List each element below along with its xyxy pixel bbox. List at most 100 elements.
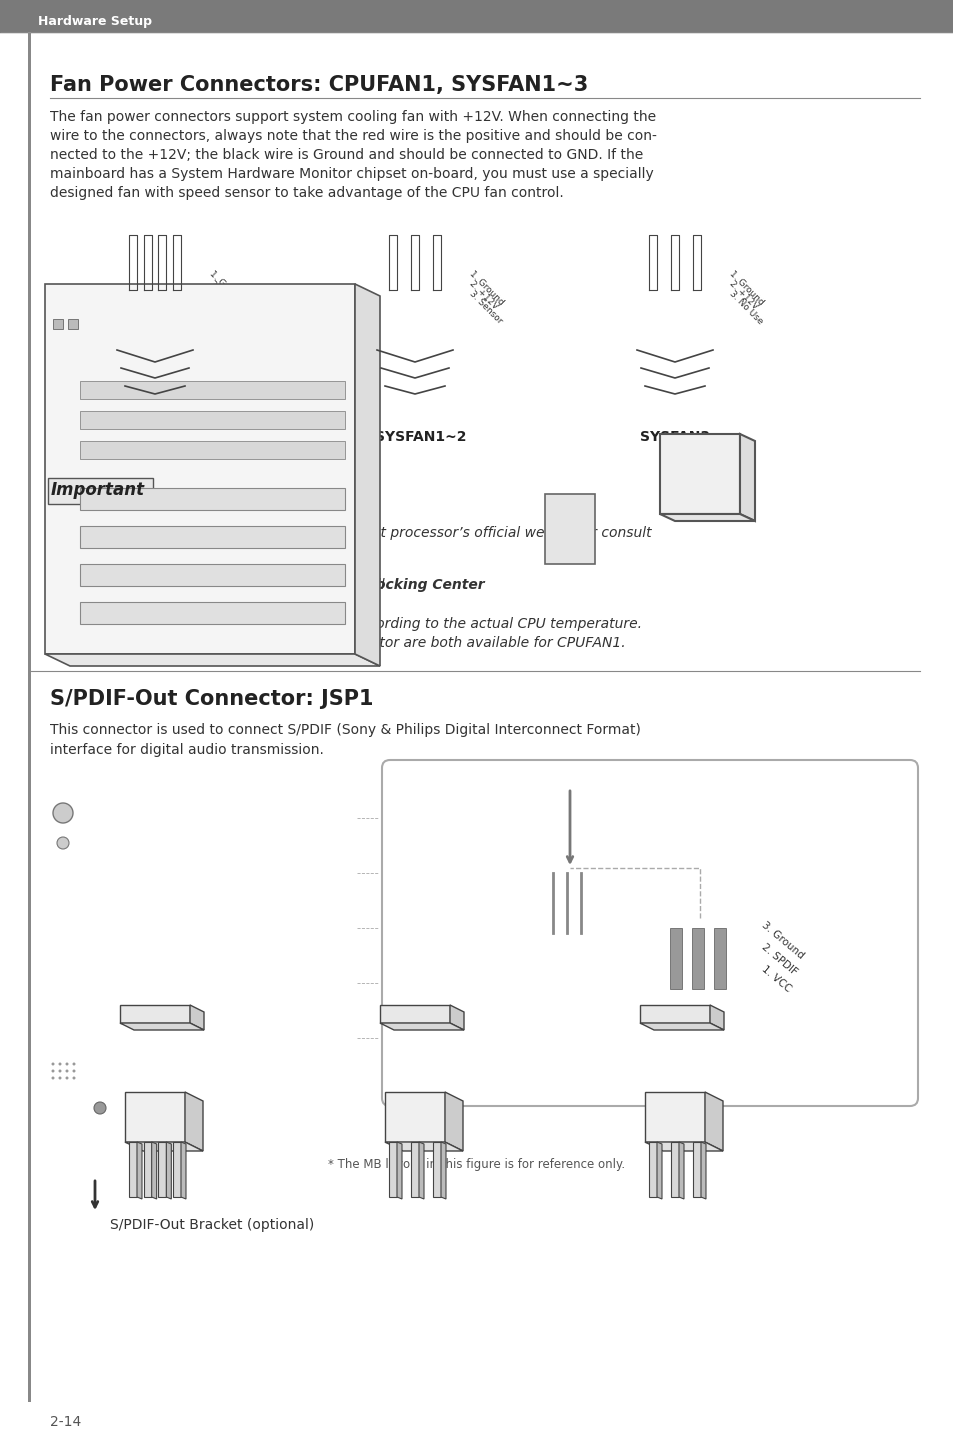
Text: S/PDIF-Out Bracket (optional): S/PDIF-Out Bracket (optional) [110, 1219, 314, 1232]
Text: Fan Power Connectors: CPUFAN1, SYSFAN1~3: Fan Power Connectors: CPUFAN1, SYSFAN1~3 [50, 74, 588, 95]
Circle shape [58, 1077, 61, 1080]
Text: Please refer to the recommended CPU fans at processor’s official website or cons: Please refer to the recommended CPU fans… [68, 526, 651, 560]
Polygon shape [80, 526, 345, 548]
Text: S/PDIF-Out Connector: JSP1: S/PDIF-Out Connector: JSP1 [50, 689, 374, 709]
Polygon shape [355, 284, 379, 666]
Circle shape [66, 1070, 69, 1073]
Text: CPUFAN1: CPUFAN1 [120, 430, 192, 444]
Text: 2. +12V: 2. +12V [727, 279, 760, 311]
Polygon shape [137, 1141, 142, 1199]
Text: 1. Ground: 1. Ground [468, 269, 505, 306]
Text: •: • [50, 526, 59, 541]
Circle shape [51, 1063, 54, 1065]
Polygon shape [700, 1141, 705, 1199]
Polygon shape [68, 319, 78, 329]
Polygon shape [120, 1005, 190, 1022]
Bar [691, 928, 703, 990]
Polygon shape [639, 1022, 723, 1030]
Circle shape [57, 836, 69, 849]
Polygon shape [158, 1141, 166, 1197]
Polygon shape [385, 1093, 444, 1141]
Text: CPUFAN1 supports fan control. You can install: CPUFAN1 supports fan control. You can in… [68, 579, 389, 591]
Text: This connector is used to connect S/PDIF (Sony & Philips Digital Interconnect Fo: This connector is used to connect S/PDIF… [50, 723, 640, 758]
Polygon shape [129, 1141, 137, 1197]
Polygon shape [544, 494, 595, 564]
Polygon shape [152, 1141, 156, 1199]
Polygon shape [444, 1093, 462, 1151]
Polygon shape [659, 514, 754, 521]
Text: designed fan with speed sensor to take advantage of the CPU fan control.: designed fan with speed sensor to take a… [50, 186, 563, 200]
Polygon shape [389, 1141, 396, 1197]
Circle shape [72, 1063, 75, 1065]
Text: utility that will
automatically control the CPU fan speed according to the actua: utility that will automatically control … [68, 597, 641, 632]
Text: 1. Ground: 1. Ground [727, 269, 765, 306]
Circle shape [72, 1070, 75, 1073]
Circle shape [53, 803, 73, 823]
Polygon shape [644, 1093, 704, 1141]
Text: Hardware Setup: Hardware Setup [38, 16, 152, 29]
Polygon shape [704, 1093, 722, 1151]
Text: The fan power connectors support system cooling fan with +12V. When connecting t: The fan power connectors support system … [50, 110, 656, 125]
Text: 1. VCC: 1. VCC [760, 964, 793, 995]
Circle shape [66, 1077, 69, 1080]
Polygon shape [379, 1005, 450, 1022]
Polygon shape [53, 319, 63, 329]
Text: 1. Ground: 1. Ground [208, 269, 246, 306]
Text: wire to the connectors, always note that the red wire is the positive and should: wire to the connectors, always note that… [50, 129, 657, 143]
Polygon shape [80, 411, 345, 430]
Polygon shape [709, 1005, 723, 1030]
Bar [0, 0, 953, 32]
Polygon shape [396, 1141, 401, 1199]
Polygon shape [418, 1141, 423, 1199]
Polygon shape [80, 441, 345, 460]
Circle shape [72, 1077, 75, 1080]
Text: * The MB layout in this figure is for reference only.: * The MB layout in this figure is for re… [328, 1158, 625, 1171]
Circle shape [51, 1070, 54, 1073]
Polygon shape [125, 1093, 185, 1141]
Text: mainboard has a System Hardware Monitor chipset on-board, you must use a special: mainboard has a System Hardware Monitor … [50, 168, 653, 180]
Polygon shape [740, 434, 754, 521]
Polygon shape [120, 1022, 204, 1030]
Polygon shape [125, 1141, 203, 1151]
Text: nected to the +12V; the black wire is Ground and should be connected to GND. If : nected to the +12V; the black wire is Gr… [50, 147, 642, 162]
Polygon shape [185, 1093, 203, 1151]
Polygon shape [45, 654, 379, 666]
Polygon shape [411, 1141, 418, 1197]
Polygon shape [385, 1141, 462, 1151]
Circle shape [51, 1077, 54, 1080]
Circle shape [66, 1063, 69, 1065]
Polygon shape [45, 284, 355, 654]
Text: 2. +12V: 2. +12V [208, 279, 240, 311]
Text: Important: Important [51, 481, 145, 498]
Text: 3. Sensor: 3. Sensor [208, 289, 244, 325]
Text: 2-14: 2-14 [50, 1415, 81, 1429]
Polygon shape [181, 1141, 186, 1199]
Text: Overclocking Center: Overclocking Center [325, 579, 484, 591]
Circle shape [58, 1070, 61, 1073]
Polygon shape [440, 1141, 446, 1199]
Polygon shape [670, 1141, 679, 1197]
Text: SYSFAN1~2: SYSFAN1~2 [375, 430, 466, 444]
Circle shape [58, 1063, 61, 1065]
Text: •: • [50, 579, 59, 593]
Polygon shape [657, 1141, 661, 1199]
Text: SYSFAN3: SYSFAN3 [639, 430, 709, 444]
Bar [713, 928, 725, 990]
Text: 3. Sensor: 3. Sensor [468, 289, 504, 325]
Text: 2. +12V: 2. +12V [468, 279, 499, 311]
Polygon shape [166, 1141, 172, 1199]
Circle shape [94, 1103, 106, 1114]
Polygon shape [639, 1005, 709, 1022]
Text: 3. Ground: 3. Ground [760, 921, 805, 961]
Polygon shape [80, 488, 345, 510]
Bar [669, 928, 681, 990]
Text: •: • [50, 636, 59, 652]
Polygon shape [433, 1141, 440, 1197]
Polygon shape [80, 381, 345, 400]
Polygon shape [692, 1141, 700, 1197]
Bar [28, 32, 30, 1402]
Polygon shape [144, 1141, 152, 1197]
Polygon shape [648, 1141, 657, 1197]
Polygon shape [450, 1005, 463, 1030]
FancyBboxPatch shape [381, 760, 917, 1106]
